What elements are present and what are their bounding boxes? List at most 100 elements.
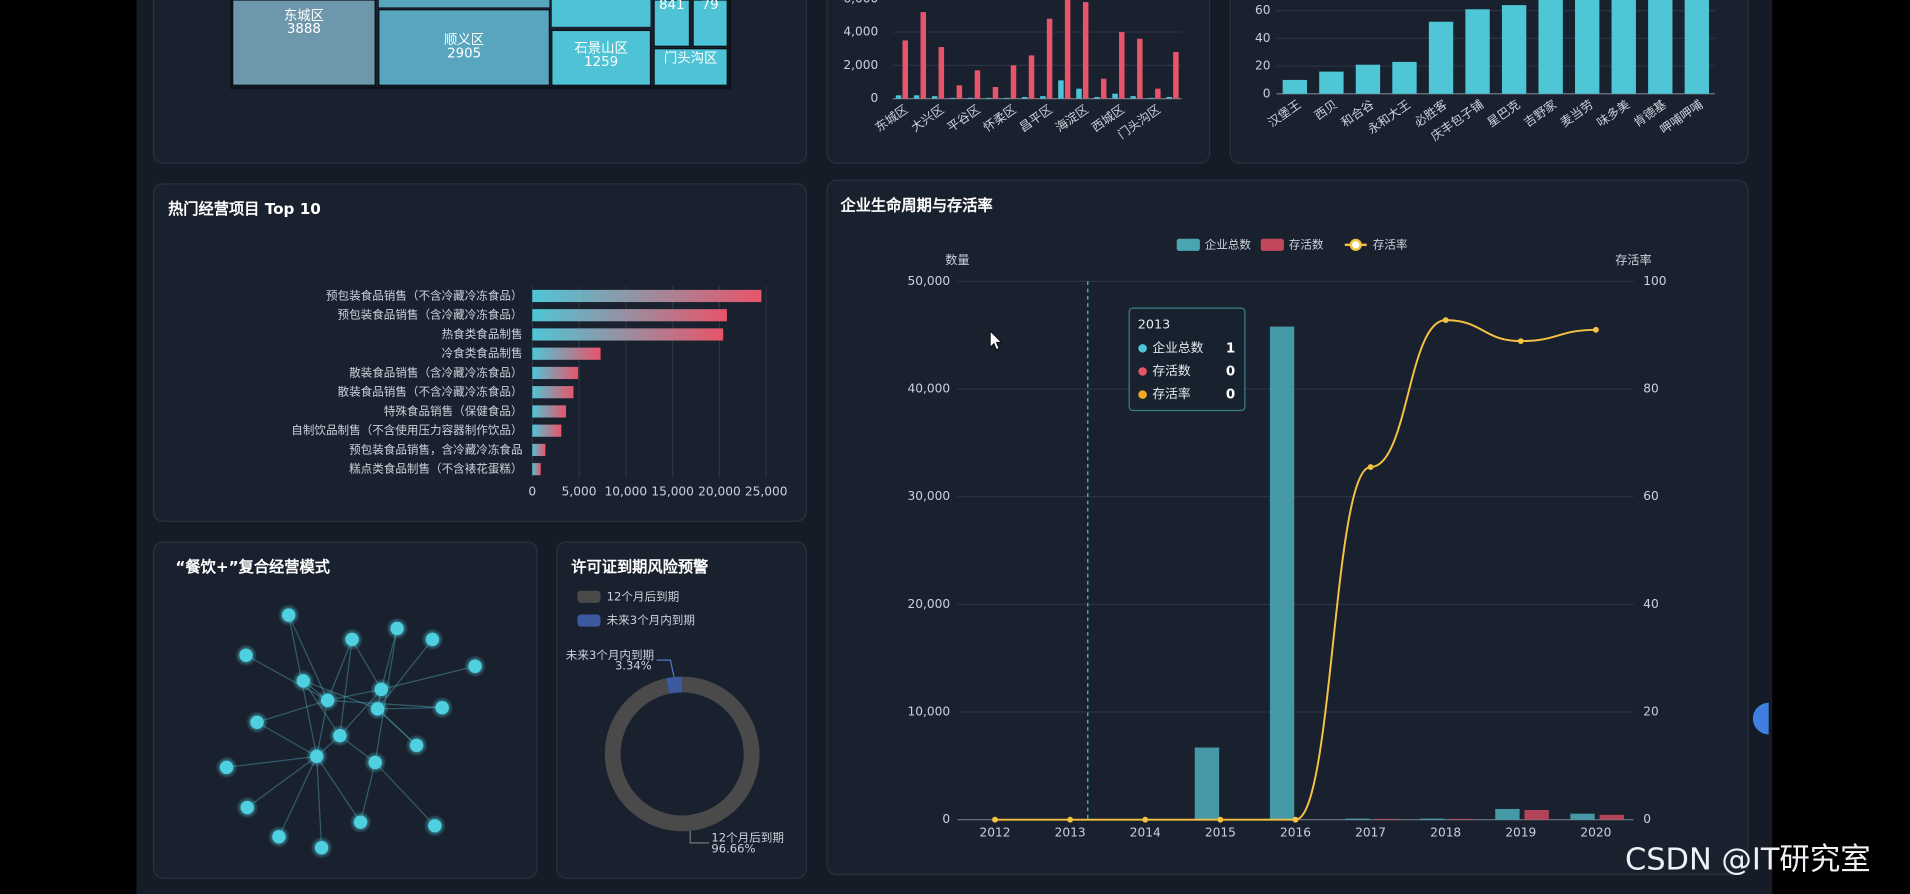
- bar: [1166, 96, 1172, 99]
- line-point: [1142, 816, 1149, 823]
- graph-edge: [288, 614, 329, 701]
- graph-edge: [381, 665, 476, 690]
- graph-node: [345, 632, 359, 647]
- chart-title: 热门经营项目 Top 10: [168, 200, 321, 218]
- y-tick-label: 20: [1643, 705, 1659, 719]
- leader-line: [689, 830, 709, 844]
- tooltip-dot: [1138, 390, 1147, 399]
- graph-node: [296, 674, 311, 688]
- treemap-cell: [378, 0, 550, 8]
- y-tick-label: 糕点类食品制售（不含裱花蛋糕）: [349, 462, 522, 476]
- legend-dot: [1349, 238, 1362, 251]
- x-tick-label: 5,000: [562, 485, 597, 499]
- y-tick-label: 自制饮品制售（不含使用压力容器制作饮品）: [291, 423, 522, 437]
- treemap-value: 79: [702, 0, 719, 13]
- graph-edge: [303, 680, 378, 710]
- treemap-cell: [232, 0, 376, 86]
- pie-label: 12个月后到期: [711, 830, 784, 844]
- bar: [532, 386, 574, 399]
- y-tick-label: 2,000: [843, 58, 878, 72]
- graph-edge: [246, 755, 318, 809]
- bar: [1282, 79, 1308, 94]
- x-tick-label: 2018: [1430, 826, 1461, 840]
- line-point: [1292, 816, 1299, 823]
- graph-node: [250, 715, 264, 729]
- bar: [1684, 0, 1710, 94]
- bar: [532, 309, 727, 322]
- y-tick-label: 0: [942, 812, 950, 826]
- tooltip-value: 0: [1226, 388, 1235, 403]
- bar: [1538, 0, 1563, 94]
- legend-swatch: [577, 614, 601, 627]
- bar: [532, 289, 762, 303]
- legend-swatch: [1260, 238, 1284, 251]
- tooltip-box: [1128, 307, 1246, 412]
- line-point: [1442, 317, 1449, 324]
- y-tick-label: 10,000: [908, 705, 951, 719]
- tooltip-value: 0: [1226, 364, 1235, 379]
- graph-edge: [245, 654, 328, 701]
- treemap-name: 门头沟区: [664, 50, 718, 66]
- tooltip-name: 存活率: [1152, 386, 1191, 402]
- bar: [1269, 326, 1295, 820]
- y-tick-label: 特殊食品销售（保健食品）: [384, 404, 523, 418]
- bar: [1420, 818, 1445, 820]
- graph-node: [425, 632, 440, 647]
- pie-slice: [666, 676, 683, 694]
- pie-value-label: 96.66%: [711, 841, 755, 855]
- bar: [1022, 96, 1028, 99]
- bar: [1495, 808, 1520, 820]
- bar: [1058, 80, 1064, 99]
- graph-node: [390, 621, 404, 636]
- tooltip-name: 存活数: [1152, 364, 1191, 379]
- bar: [1344, 818, 1370, 820]
- bar: [1173, 52, 1179, 99]
- panel-top10: [152, 183, 807, 522]
- graph-node: [281, 608, 296, 622]
- chart-title: “餐饮+”复合经营模式: [175, 558, 330, 576]
- bar: [1130, 96, 1136, 99]
- tooltip-title: 2013: [1138, 318, 1171, 333]
- graph-node: [353, 815, 368, 829]
- graph-edge: [339, 639, 353, 736]
- x-tick-label: 0: [528, 485, 536, 499]
- treemap-value: 1259: [584, 55, 618, 70]
- legend-swatch: [1176, 238, 1200, 251]
- x-tick-label: 2013: [1055, 826, 1086, 840]
- bar: [1392, 61, 1417, 94]
- x-tick-label: 25,000: [745, 485, 788, 499]
- bar: [920, 12, 927, 99]
- x-tick-label: 2020: [1580, 826, 1611, 840]
- x-tick-label: 2012: [980, 826, 1011, 840]
- pie-label: 未来3个月内到期: [566, 648, 654, 662]
- graph-edge: [256, 699, 328, 723]
- legend-label: 企业总数: [1205, 237, 1252, 251]
- x-tick-label: 15,000: [651, 485, 694, 499]
- line-point: [1593, 326, 1599, 333]
- graph-node: [333, 728, 347, 743]
- tooltip-name: 企业总数: [1152, 340, 1203, 356]
- y-tick-label: 60: [1255, 3, 1271, 17]
- right-edge: [1772, 0, 1910, 894]
- bar: [1082, 2, 1089, 99]
- bar: [1137, 38, 1143, 99]
- bar: [895, 95, 902, 99]
- bar: [938, 47, 945, 99]
- line-point: [1067, 816, 1074, 823]
- graph-node: [374, 682, 388, 697]
- bar: [532, 328, 724, 341]
- tooltip-dot: [1138, 344, 1147, 353]
- chart-title: 许可证到期风险预警: [571, 558, 709, 576]
- legend-swatch: [577, 590, 601, 603]
- x-tick-label: 10,000: [605, 485, 648, 499]
- y-tick-label: 0: [1643, 812, 1651, 826]
- y-tick-label: 冷食类食品制售: [442, 346, 523, 360]
- y-tick-label: 6,000: [843, 0, 878, 5]
- bar: [1028, 55, 1035, 99]
- x-tick-label: 2019: [1505, 826, 1536, 840]
- treemap-value: 2905: [447, 47, 481, 62]
- graph-edge: [316, 756, 362, 823]
- side-button[interactable]: [1752, 702, 1769, 735]
